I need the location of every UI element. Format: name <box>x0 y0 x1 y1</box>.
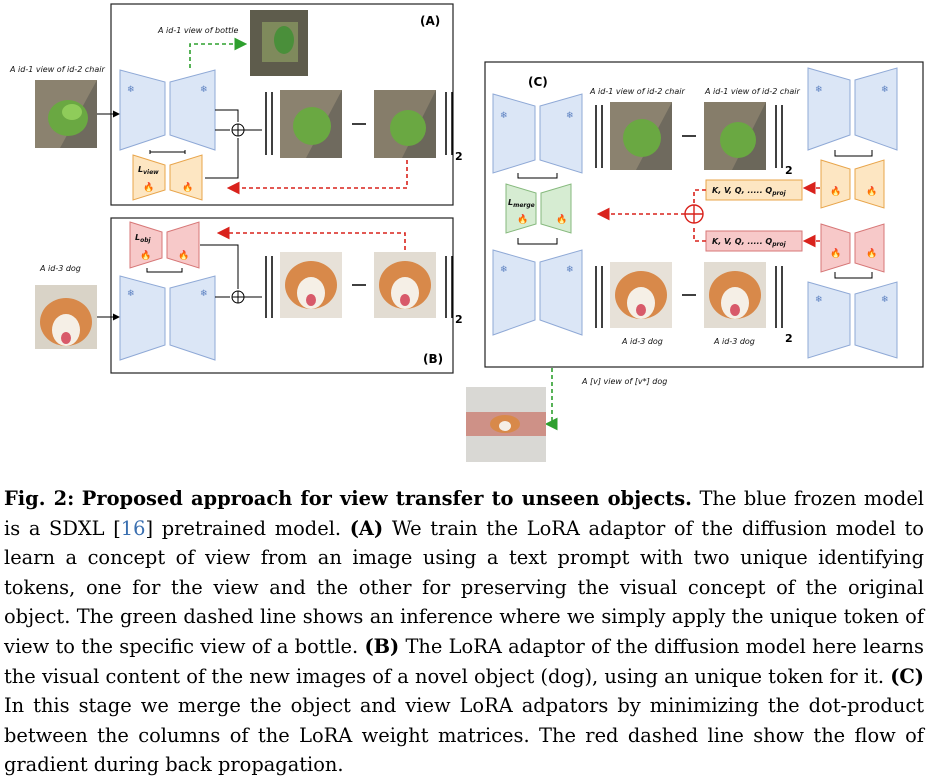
caption-part2: ] pretrained model. <box>145 516 342 540</box>
panel-c: (C) A id-1 view of id-2 chair A id-1 vie… <box>484 61 924 368</box>
snowflake-icon: ❄ <box>127 289 135 299</box>
circled-plus-icon <box>231 290 245 304</box>
norm-subscript: 2 <box>785 332 793 345</box>
flame-icon: 🔥 <box>182 181 193 193</box>
circled-plus-icon <box>231 123 245 137</box>
panel-c-output-label: A [v] view of [v*] dog <box>581 377 667 386</box>
circled-plus-icon <box>684 204 704 224</box>
panel-c-bottom-label-2: A id-3 dog <box>713 337 755 346</box>
dog-input-image <box>35 285 97 349</box>
loss-view-label: Lview <box>138 165 159 176</box>
snowflake-icon: ❄ <box>881 85 889 95</box>
norm-subscript: 2 <box>455 313 463 326</box>
method-diagram: (A) A id-1 view of id-2 chair A id-1 vie… <box>9 3 924 462</box>
figure-caption: Fig. 2: Proposed approach for view trans… <box>4 484 924 780</box>
panel-b-letter: (B) <box>423 352 443 366</box>
dog-noised-image <box>280 252 342 318</box>
flame-icon: 🔥 <box>517 213 528 225</box>
caption-tag-b: (B) <box>364 634 400 658</box>
flame-icon: 🔥 <box>140 249 151 261</box>
panel-c-top-label-1: A id-1 view of id-2 chair <box>589 87 685 96</box>
flame-icon: 🔥 <box>143 181 154 193</box>
merge-lora-c: Lmerge 🔥 🔥 <box>505 183 572 234</box>
frozen-unet-c-right-top: ❄ ❄ <box>807 67 898 151</box>
panel-a-output-label: A id-1 view of bottle <box>157 26 239 35</box>
loss-merge-label: Lmerge <box>508 198 535 209</box>
flame-icon: 🔥 <box>178 249 189 261</box>
panel-c-bottom-label-1: A id-3 dog <box>621 337 663 346</box>
loss-obj-label: Lobj <box>135 233 152 244</box>
caption-text-a: We train the LoRA adaptor of the diffusi… <box>4 516 924 658</box>
view-lora-c: 🔥 🔥 <box>820 159 885 209</box>
flame-icon: 🔥 <box>830 185 841 197</box>
chair-target-image <box>374 90 436 158</box>
snowflake-icon: ❄ <box>200 289 208 299</box>
dog-target-image <box>374 252 436 318</box>
caption-fig-label: Fig. 2: <box>4 487 75 510</box>
frozen-unet-c-left-bottom: ❄ ❄ <box>492 249 583 336</box>
flame-icon: 🔥 <box>866 185 877 197</box>
panel-a: (A) A id-1 view of id-2 chair A id-1 vie… <box>9 3 463 206</box>
snowflake-icon: ❄ <box>127 85 135 95</box>
obj-lora-c: 🔥 🔥 <box>820 223 885 273</box>
dog-c-image-2 <box>704 262 766 328</box>
panel-b-input-label: A id-3 dog <box>39 264 81 273</box>
dog-c-image-1 <box>610 262 672 328</box>
panel-c-top-label-2: A id-1 view of id-2 chair <box>704 87 800 96</box>
proj-box-view: K, V, Q, ..... Qproj <box>705 179 803 201</box>
snowflake-icon: ❄ <box>500 111 508 121</box>
caption-title: Proposed approach for view transfer to u… <box>81 487 692 510</box>
caption-tag-a: (A) <box>349 516 384 540</box>
chair-noised-image <box>280 90 342 158</box>
snowflake-icon: ❄ <box>500 265 508 275</box>
frozen-unet-c-left-top: ❄ ❄ <box>492 93 583 174</box>
snowflake-icon: ❄ <box>881 295 889 305</box>
proj-box-obj: K, V, Q, ..... Qproj <box>705 230 803 252</box>
bottle-output-image <box>250 10 308 76</box>
panel-a-letter: (A) <box>420 14 440 28</box>
chair-c-image-1 <box>610 102 672 170</box>
norm-subscript: 2 <box>785 164 793 177</box>
frozen-unet-a: ❄ ❄ <box>119 69 216 151</box>
flame-icon: 🔥 <box>866 247 877 259</box>
proj-label: K, V, Q, ..... Qproj <box>712 186 787 197</box>
snowflake-icon: ❄ <box>815 85 823 95</box>
caption-citation-link[interactable]: 16 <box>120 516 146 540</box>
caption-text-b: The LoRA adaptor of the diffusion model … <box>4 634 924 688</box>
snowflake-icon: ❄ <box>200 85 208 95</box>
panel-b: (B) A id-3 dog Lobj 🔥 🔥 ❄ ❄ <box>35 217 463 374</box>
caption-tag-c: (C) <box>890 664 924 688</box>
proj-label: K, V, Q, ..... Qproj <box>712 237 787 248</box>
frozen-unet-c-right-bottom: ❄ ❄ <box>807 281 898 359</box>
frozen-unet-b: ❄ ❄ <box>119 275 216 361</box>
dog-view-output-image <box>466 387 546 462</box>
snowflake-icon: ❄ <box>566 265 574 275</box>
chair-c-image-2 <box>704 102 766 170</box>
chair-input-image <box>35 80 97 148</box>
flame-icon: 🔥 <box>556 213 567 225</box>
caption-part1: The blue frozen model is a SDXL [ <box>4 487 924 540</box>
flame-icon: 🔥 <box>830 247 841 259</box>
panel-a-input-label: A id-1 view of id-2 chair <box>9 65 105 74</box>
caption-text-c: In this stage we merge the object and vi… <box>4 694 924 777</box>
snowflake-icon: ❄ <box>566 111 574 121</box>
obj-lora-b: Lobj 🔥 🔥 <box>129 221 200 273</box>
snowflake-icon: ❄ <box>815 295 823 305</box>
panel-c-letter: (C) <box>528 75 548 89</box>
norm-subscript: 2 <box>455 150 463 163</box>
view-lora-a: Lview 🔥 🔥 <box>132 150 203 201</box>
